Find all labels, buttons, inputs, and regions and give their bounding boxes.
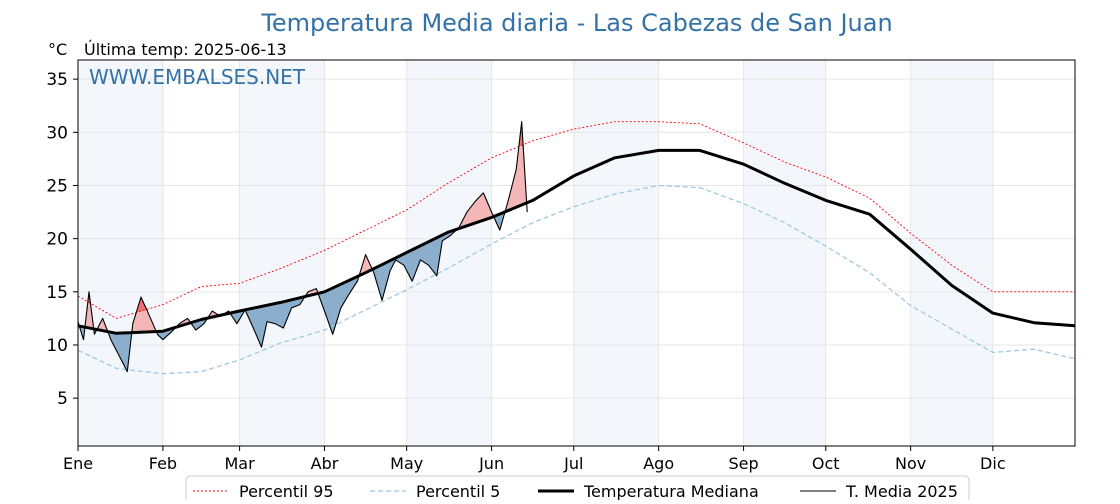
fill-below-median <box>191 317 209 331</box>
x-tick-label-sep: Sep <box>729 454 759 473</box>
series-line-p5 <box>77 184 1076 375</box>
x-tick-label-oct: Oct <box>812 454 840 473</box>
chart-title: Temperatura Media diaria - Las Cabezas d… <box>260 9 892 37</box>
fill-above-median <box>85 291 94 329</box>
series-line-median <box>77 148 1076 335</box>
legend-label-p95: Percentil 95 <box>239 482 334 500</box>
y-axis: 5 10 15 20 25 30 35 <box>46 70 78 409</box>
fill-above-p95 <box>519 121 524 156</box>
legend-label-median: Temperatura Mediana <box>583 482 759 500</box>
month-band-sep <box>743 60 826 446</box>
y-tick-label-35: 35 <box>46 70 68 90</box>
x-tick-label-abr: Abr <box>311 454 339 473</box>
legend-label-p5: Percentil 5 <box>416 482 500 500</box>
x-tick-label-dic: Dic <box>980 454 1006 473</box>
fill-below-median <box>372 228 458 301</box>
fill-above-p95 <box>136 297 148 313</box>
last-temp-subtitle: Última temp: 2025-06-13 <box>84 40 287 59</box>
y-tick-label-5: 5 <box>57 389 68 409</box>
legend-box <box>185 475 970 504</box>
legend-label-current: T. Media 2025 <box>845 482 958 500</box>
x-tick-label-ago: Ago <box>643 454 674 473</box>
x-tick-label-jul: Jul <box>563 454 583 473</box>
month-band-jul <box>573 60 659 446</box>
x-tick-label-ene: Ene <box>63 454 93 473</box>
x-tick-label-nov: Nov <box>895 454 926 473</box>
y-tick-label-25: 25 <box>46 176 68 196</box>
x-axis: Ene Feb Mar Abr May Jun Jul Ago Sep Oct Nov Dic <box>63 446 1006 473</box>
month-bands <box>78 60 993 446</box>
watermark-text: WWW.EMBALSES.NET <box>89 65 306 89</box>
x-tick-label-jun: Jun <box>478 454 504 473</box>
y-tick-label-10: 10 <box>46 336 68 356</box>
legend: Percentil 95 Percentil 5 Temperatura Med… <box>185 475 970 504</box>
fill-above-median <box>132 297 157 333</box>
grid-lines <box>77 60 1075 446</box>
fill-below-median <box>318 274 360 335</box>
fill-below-median <box>108 329 133 372</box>
fill-above-median <box>458 192 494 229</box>
y-tick-label-30: 30 <box>46 123 68 143</box>
x-tick-label-may: May <box>390 454 423 473</box>
x-tick-label-mar: Mar <box>225 454 256 473</box>
x-tick-label-feb: Feb <box>149 454 177 473</box>
y-tick-label-15: 15 <box>46 283 68 303</box>
series-line-current <box>77 121 528 373</box>
month-band-nov <box>910 60 993 446</box>
month-band-mar <box>239 60 325 446</box>
series-lines <box>77 121 1076 375</box>
series-line-p95 <box>77 121 1075 319</box>
unit-label: °C <box>48 40 67 59</box>
y-tick-label-20: 20 <box>46 230 68 250</box>
plot-frame <box>77 59 1076 447</box>
month-band-ene <box>78 60 163 446</box>
